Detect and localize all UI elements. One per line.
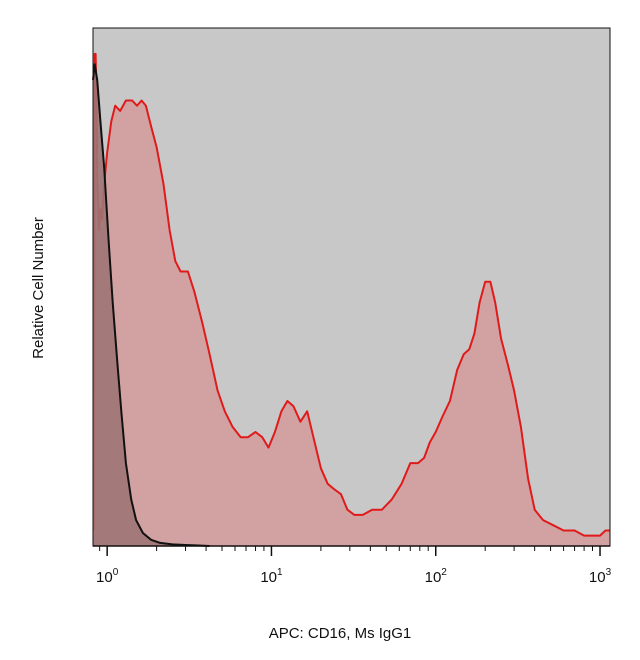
series-1-line: [92, 63, 210, 547]
x-tick-label: 102: [425, 567, 448, 586]
x-tick-label: 103: [589, 567, 612, 586]
y-axis-label: Relative Cell Number: [30, 217, 47, 359]
x-tick-label: 100: [96, 567, 119, 586]
x-axis: 100 101 102 103: [93, 545, 612, 586]
series-0-line: [92, 52, 610, 537]
series-layer: [92, 52, 610, 547]
x-tick-label: 101: [260, 567, 283, 586]
series-0-area: [93, 53, 610, 547]
x-axis-label: APC: CD16, Ms IgG1: [269, 625, 412, 642]
plot-frame: [92, 27, 611, 547]
